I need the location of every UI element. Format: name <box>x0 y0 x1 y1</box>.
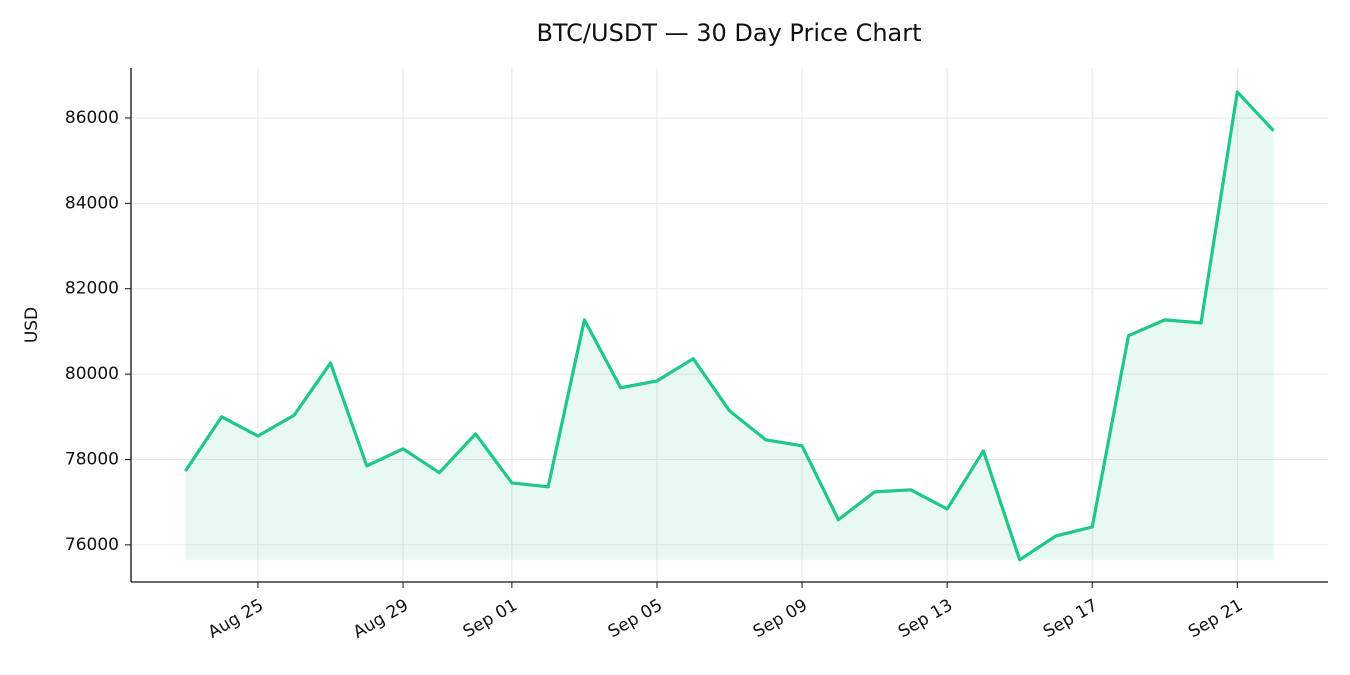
y-tick-label: 76000 <box>65 535 119 555</box>
chart-title: BTC/USDT — 30 Day Price Chart <box>536 19 921 47</box>
x-tick-label: Sep 09 <box>750 595 811 642</box>
area-fill <box>185 91 1274 560</box>
y-tick-label: 78000 <box>65 449 119 469</box>
price-line <box>184 90 1275 562</box>
x-tick-label: Aug 25 <box>205 595 267 642</box>
y-axis-label: USD <box>22 307 42 343</box>
y-tick-label: 82000 <box>65 279 119 299</box>
y-tick-label: 84000 <box>65 193 119 213</box>
x-tick-label: Sep 13 <box>895 595 956 642</box>
x-tick-label: Sep 21 <box>1185 595 1246 642</box>
x-tick-label: Sep 17 <box>1040 595 1101 642</box>
y-tick-label: 86000 <box>65 108 119 128</box>
y-tick-label: 80000 <box>65 364 119 384</box>
x-tick-label: Aug 29 <box>350 595 412 642</box>
x-tick-label: Sep 01 <box>460 595 521 642</box>
x-tick-label: Sep 05 <box>605 595 666 642</box>
